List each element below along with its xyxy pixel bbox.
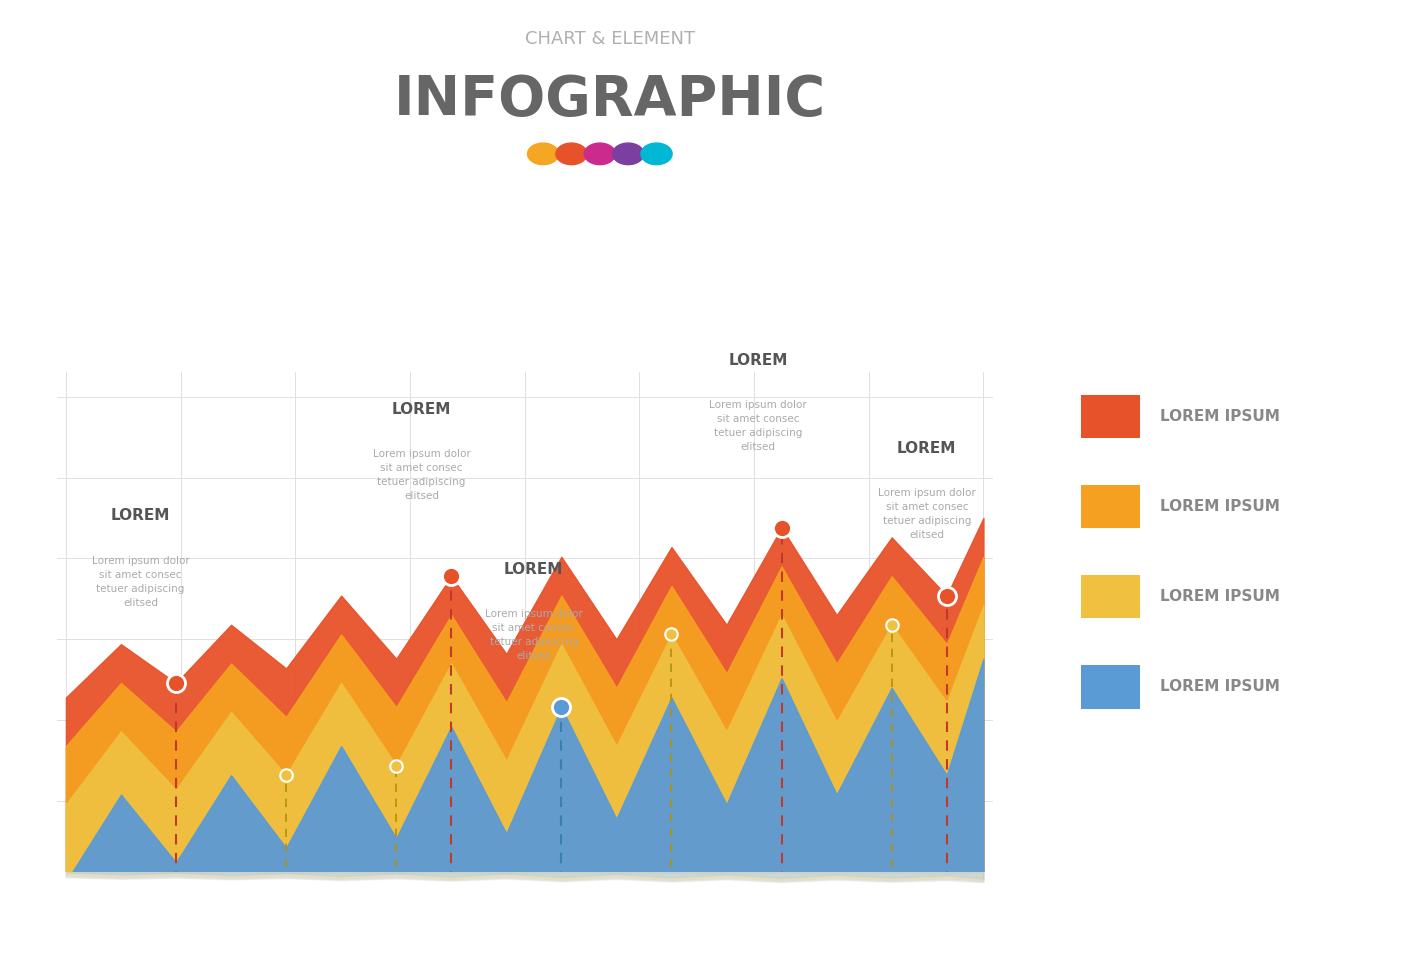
Text: Lorem ipsum dolor
sit amet consec
tetuer adipiscing
elitsed: Lorem ipsum dolor sit amet consec tetuer… — [373, 449, 471, 501]
Text: Lorem ipsum dolor
sit amet consec
tetuer adipiscing
elitsed: Lorem ipsum dolor sit amet consec tetuer… — [878, 488, 976, 540]
Text: LOREM: LOREM — [729, 353, 788, 368]
Text: Lorem ipsum dolor
sit amet consec
tetuer adipiscing
elitsed: Lorem ipsum dolor sit amet consec tetuer… — [92, 556, 190, 608]
Text: LOREM IPSUM: LOREM IPSUM — [1160, 499, 1280, 514]
Text: LOREM IPSUM: LOREM IPSUM — [1160, 589, 1280, 605]
Text: Lorem ipsum dolor
sit amet consec
tetuer adipiscing
elitsed: Lorem ipsum dolor sit amet consec tetuer… — [709, 400, 807, 453]
Text: LOREM IPSUM: LOREM IPSUM — [1160, 679, 1280, 695]
Text: LOREM: LOREM — [898, 441, 957, 456]
Text: LOREM: LOREM — [503, 562, 563, 577]
Text: LOREM IPSUM: LOREM IPSUM — [1160, 409, 1280, 424]
Text: CHART & ELEMENT: CHART & ELEMENT — [525, 30, 695, 48]
Text: LOREM: LOREM — [391, 402, 451, 416]
Text: LOREM: LOREM — [111, 509, 170, 523]
Text: INFOGRAPHIC: INFOGRAPHIC — [394, 73, 825, 127]
Text: Lorem ipsum dolor
sit amet consec
tetuer adipiscing
elitsed: Lorem ipsum dolor sit amet consec tetuer… — [485, 610, 583, 662]
